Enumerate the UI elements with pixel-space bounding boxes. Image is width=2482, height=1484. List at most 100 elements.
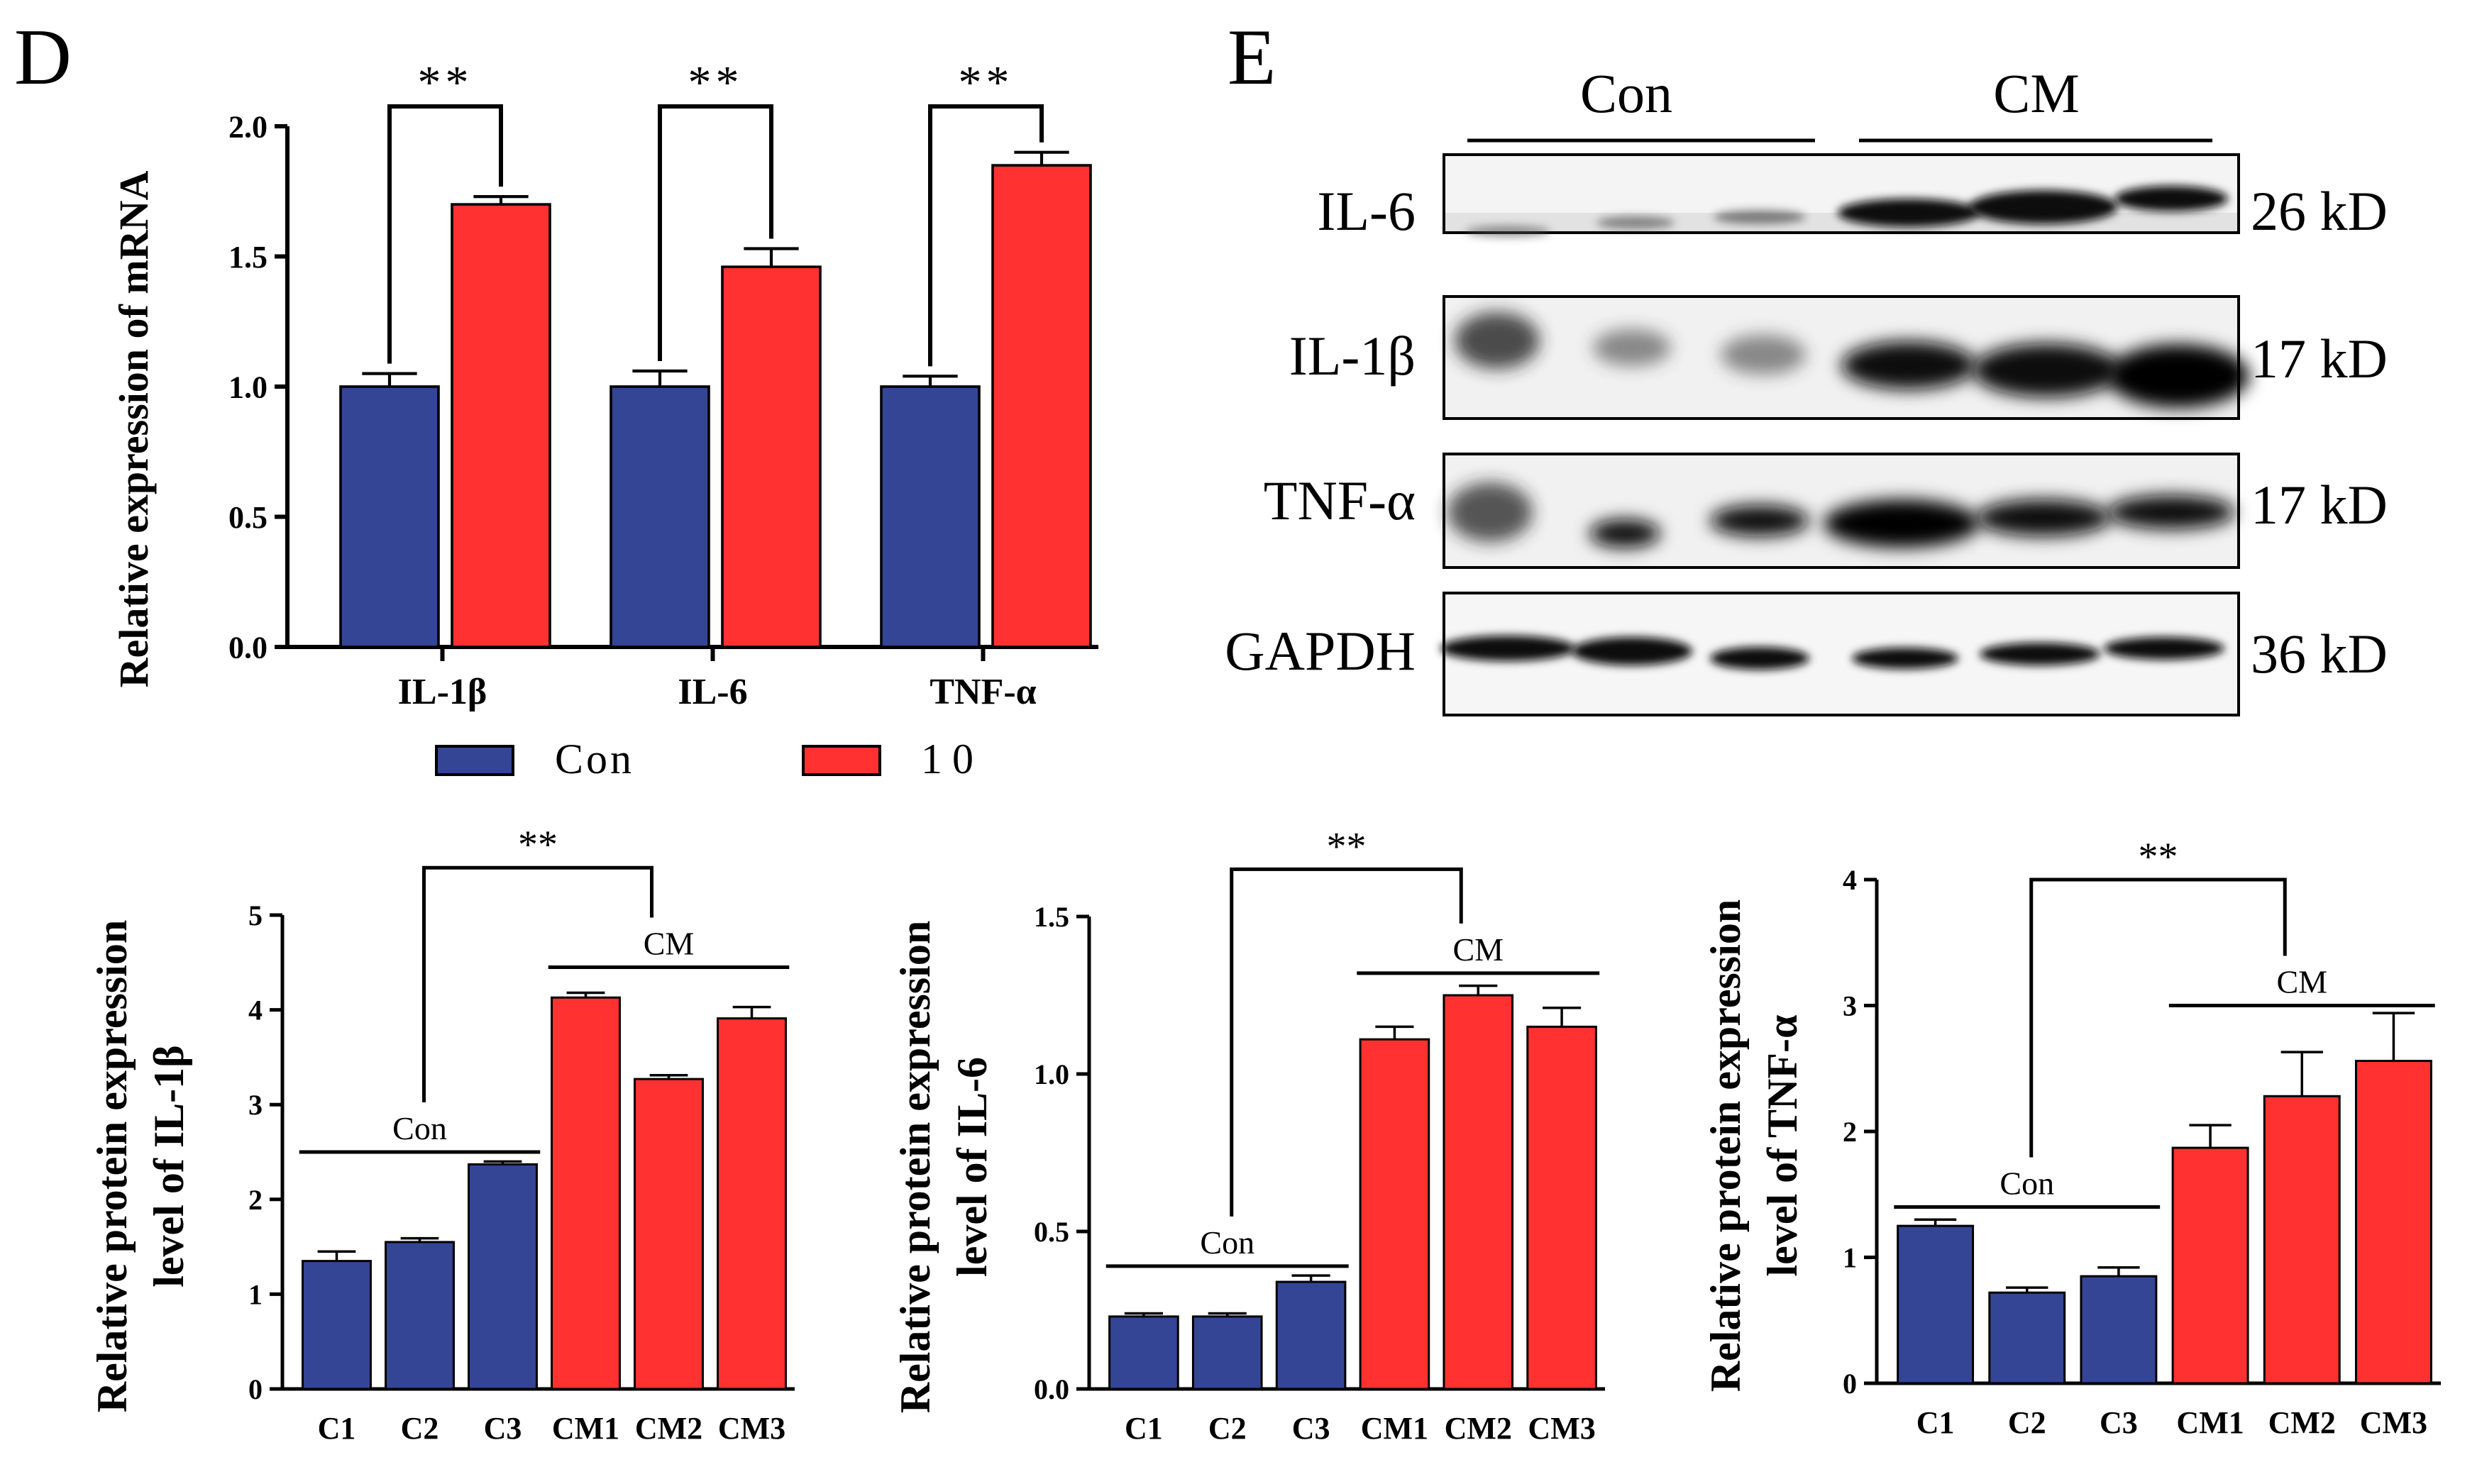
blot-row-il6: IL-6 26 kD: [1317, 153, 2388, 242]
panel-label-e: E: [1228, 13, 1276, 101]
group-label-cm: CM: [644, 925, 695, 961]
blot-band: [1973, 343, 2122, 397]
significance-bracket: [928, 104, 1044, 367]
x-tick-label: C2: [1208, 1411, 1247, 1446]
y-tick-label: 1: [1843, 1242, 1857, 1274]
bar: [610, 385, 710, 648]
blot-band: [1838, 199, 1980, 227]
y-tick-label: 2: [1843, 1116, 1857, 1148]
blot-protein-label: IL-6: [1317, 180, 1416, 242]
blot-band: [2107, 495, 2235, 529]
blot-protein-label: GAPDH: [1225, 620, 1416, 682]
legend-label-treat: 10: [921, 736, 983, 782]
x-tick-label: C2: [401, 1411, 439, 1446]
bar: [1526, 1025, 1597, 1390]
blot-band: [1710, 505, 1809, 536]
bar: [339, 385, 440, 648]
y-tick-label: 0: [248, 1373, 263, 1405]
x-tick-label: CM2: [2268, 1405, 2336, 1440]
y-tick-label: 3: [248, 1089, 263, 1121]
il1b-protein-bar-chart: 0 1 2 3 4 5 C1 C2 C3 CM1 CM2 CM3 Con CM ** Relative pro…: [89, 823, 795, 1446]
blot-row-il1b: IL-1β 17 kD: [1289, 295, 2388, 420]
bar: [717, 1017, 787, 1390]
x-tick-label: IL-1β: [398, 672, 487, 712]
bar: [721, 265, 822, 648]
bar: [1108, 1315, 1179, 1390]
y-tick-label: 0.5: [228, 500, 267, 535]
y-axis-label-line1: Relative protein expression: [892, 921, 939, 1413]
x-tick-label: IL-6: [678, 672, 747, 712]
significance-marker: **: [418, 57, 473, 109]
bar: [1988, 1291, 2066, 1385]
y-axis-label-line2: level of TNF-α: [1759, 1015, 1806, 1277]
significance-marker: **: [688, 57, 744, 109]
blot-band: [2104, 637, 2224, 660]
bar: [991, 164, 1092, 648]
bar: [880, 385, 981, 648]
bar: [2171, 1146, 2249, 1385]
blot-protein-label: TNF-α: [1264, 470, 1416, 531]
bar: [1275, 1280, 1347, 1390]
y-tick-label: 0: [1843, 1368, 1857, 1400]
group-label-con: Con: [2000, 1165, 2054, 1202]
western-blot-panel: Con CM IL-6 26 kD IL-1β 17 kD: [1225, 62, 2388, 716]
bar: [2080, 1275, 2158, 1385]
blot-size-label: 17 kD: [2251, 328, 2388, 389]
x-tick-label: CM3: [2360, 1405, 2427, 1440]
group-label-con: Con: [1200, 1224, 1254, 1261]
x-tick-label: TNF-α: [930, 672, 1036, 712]
blot-membrane: [1443, 295, 2240, 420]
y-tick-label: 1.0: [1034, 1058, 1069, 1090]
bar: [468, 1163, 538, 1390]
y-axis-label-line2: level of IL-6: [949, 1057, 995, 1277]
panel-label-d: D: [14, 13, 72, 101]
y-tick-label: 2: [248, 1184, 263, 1216]
bar: [1897, 1224, 1975, 1385]
significance-bracket: [658, 104, 773, 361]
x-tick-label: C1: [1125, 1411, 1163, 1446]
bar: [385, 1241, 455, 1390]
group-label-cm: CM: [2276, 964, 2327, 1000]
x-tick-label: C3: [1292, 1411, 1330, 1446]
bar: [2263, 1095, 2341, 1385]
significance-marker: **: [2139, 835, 2178, 879]
bar: [2354, 1060, 2432, 1385]
y-tick-label: 4: [1843, 864, 1857, 896]
y-tick-label: 1.5: [1034, 901, 1069, 933]
blot-protein-label: IL-1β: [1289, 325, 1416, 387]
blot-band: [1721, 335, 1806, 375]
blot-band: [1440, 636, 1575, 661]
x-tick-label: CM1: [2176, 1405, 2244, 1440]
significance-bracket: [1230, 867, 1463, 1217]
blot-size-label: 36 kD: [2251, 623, 2388, 685]
legend-swatch-treat: [802, 745, 881, 776]
legend-label-con: Con: [555, 736, 634, 782]
x-tick-label: C1: [318, 1411, 356, 1446]
y-tick-label: 1.0: [228, 370, 267, 404]
bar: [551, 996, 621, 1390]
x-tick-label: CM3: [1528, 1411, 1595, 1446]
blot-band: [2114, 186, 2228, 211]
blot-band: [1572, 637, 1692, 665]
blot-band: [1976, 499, 2111, 536]
blot-band: [1824, 499, 1980, 548]
y-axis-label-line1: Relative protein expression: [1702, 899, 1749, 1392]
y-tick-label: 1: [248, 1278, 263, 1310]
blot-band: [1710, 647, 1809, 670]
x-tick-label: CM1: [1361, 1411, 1428, 1446]
blot-band: [1593, 329, 1671, 366]
blot-band: [2107, 344, 2249, 408]
x-tick-label: CM1: [552, 1411, 619, 1446]
blot-size-label: 26 kD: [2251, 180, 2388, 242]
bar: [1191, 1315, 1263, 1390]
group-label-con: Con: [392, 1110, 447, 1146]
il6-protein-bar-chart: 0.0 0.5 1.0 1.5 C1 C2 C3 CM1 CM2 CM3 Con CM ** Relati…: [892, 824, 1605, 1446]
blot-row-gapdh: GAPDH 36 kD: [1225, 592, 2388, 716]
x-tick-label: CM3: [718, 1411, 785, 1446]
significance-marker: **: [959, 57, 1014, 109]
bar: [1359, 1038, 1430, 1390]
x-tick-label: C1: [1916, 1405, 1955, 1440]
blot-group-label-con: Con: [1580, 62, 1672, 124]
x-tick-label: CM2: [635, 1411, 702, 1446]
